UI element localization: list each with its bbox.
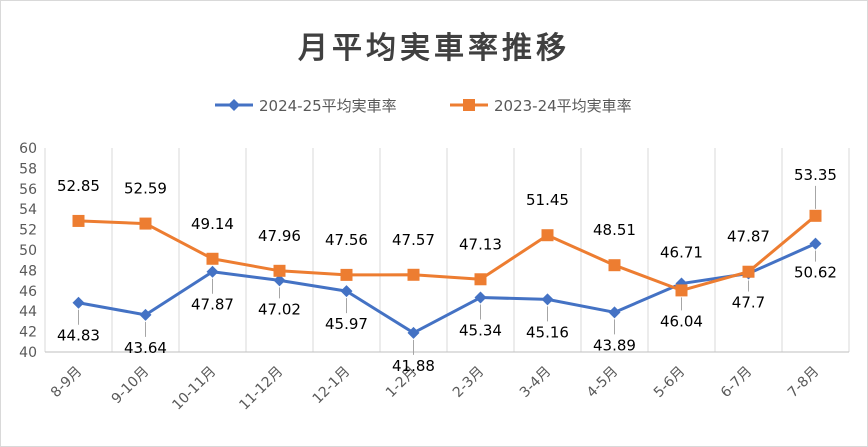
data-label: 49.14 (191, 215, 234, 233)
legend-marker (463, 99, 475, 111)
data-point (541, 229, 554, 242)
data-point (139, 217, 152, 230)
y-tick-label: 48 (19, 263, 37, 279)
label-layer: 44.83 52.85 43.64 52.59 47.87 49.14 47.02 47.96… (57, 166, 837, 375)
data-point (541, 293, 554, 306)
data-point (340, 285, 353, 298)
legend: 2024-25平均実車率 2023-24平均実車率 (215, 97, 632, 115)
data-point (742, 265, 755, 278)
x-tick-label: 4-5月 (584, 364, 621, 401)
data-point (139, 308, 152, 321)
data-point (340, 268, 353, 281)
legend-marker (228, 99, 240, 111)
legend-label: 2024-25平均実車率 (259, 97, 397, 115)
x-tick-label: 6-7月 (718, 364, 755, 401)
data-label: 45.34 (459, 322, 502, 340)
x-tick-label: 8-9月 (48, 364, 85, 401)
data-point (206, 252, 219, 265)
x-tick-label: 5-6月 (651, 364, 688, 401)
data-point (273, 274, 286, 287)
data-label: 47.96 (258, 227, 301, 245)
data-label: 48.51 (593, 221, 636, 239)
x-tick-label: 10-11月 (169, 364, 219, 414)
data-label: 52.85 (57, 177, 100, 195)
data-label: 44.83 (57, 327, 100, 345)
y-tick-label: 54 (19, 202, 37, 218)
data-label: 46.04 (660, 312, 703, 330)
x-tick-label: 2-3月 (450, 364, 487, 401)
y-tick-label: 42 (19, 325, 37, 341)
series-line-1 (78, 242, 817, 335)
y-tick-label: 60 (19, 141, 37, 157)
data-label: 47.13 (459, 235, 502, 253)
data-point (608, 306, 621, 319)
data-point (273, 264, 286, 277)
data-label: 43.89 (593, 336, 636, 354)
data-label: 47.7 (732, 293, 765, 311)
data-point (206, 265, 219, 278)
data-label: 50.62 (794, 264, 837, 282)
data-label: 43.64 (124, 339, 167, 357)
chart-title: 月平均実車率推移 (298, 31, 570, 66)
data-point (675, 284, 688, 297)
data-point (809, 209, 822, 222)
data-point (474, 273, 487, 286)
x-tick-label: 11-12月 (236, 364, 286, 414)
data-label: 41.88 (392, 357, 435, 375)
data-point (72, 214, 85, 227)
data-label: 47.57 (392, 231, 435, 249)
x-tick-label: 9-10月 (109, 364, 153, 408)
data-point (809, 237, 822, 250)
data-point (608, 259, 621, 272)
y-tick-label: 56 (19, 182, 37, 198)
y-tick-label: 44 (19, 304, 37, 320)
data-label: 47.87 (727, 228, 770, 246)
y-tick-label: 40 (19, 345, 37, 361)
data-label: 53.35 (794, 166, 837, 184)
y-tick-label: 46 (19, 284, 37, 300)
data-label: 45.97 (325, 315, 368, 333)
data-label: 46.71 (660, 244, 703, 262)
legend-label: 2023-24平均実車率 (494, 97, 632, 115)
data-label: 45.16 (526, 323, 569, 341)
leader-layer (78, 185, 816, 355)
data-label: 47.02 (258, 300, 301, 318)
data-point (72, 296, 85, 309)
x-tick-label: 7-8月 (785, 364, 822, 401)
data-label: 47.56 (325, 231, 368, 249)
data-label: 47.87 (191, 296, 234, 314)
y-tick-label: 50 (19, 243, 37, 259)
series-layer (72, 209, 822, 339)
data-label: 51.45 (526, 191, 569, 209)
data-point (474, 291, 487, 304)
grid-layer (44, 148, 850, 352)
x-tick-label: 3-4月 (517, 364, 554, 401)
y-tick-label: 52 (19, 223, 37, 239)
y-tick-label: 58 (19, 161, 37, 177)
data-point (407, 268, 420, 281)
series-line-2 (78, 214, 817, 292)
data-point (407, 326, 420, 339)
x-tick-label: 12-1月 (310, 364, 354, 408)
data-label: 52.59 (124, 180, 167, 198)
